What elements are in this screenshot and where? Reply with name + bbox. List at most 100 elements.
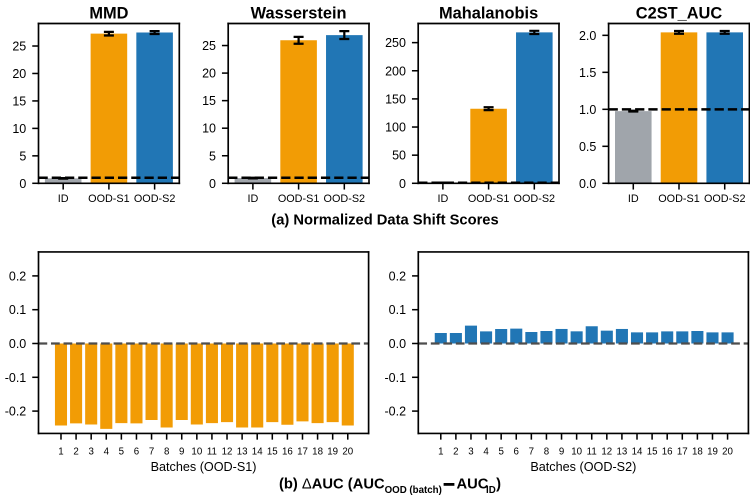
svg-text:0.0: 0.0 [9,337,26,351]
svg-text:9: 9 [179,447,184,458]
svg-text:0: 0 [209,177,216,191]
svg-text:0: 0 [19,177,26,191]
svg-text:Mahalanobis: Mahalanobis [439,5,538,23]
svg-text:0: 0 [399,177,406,191]
svg-text:3: 3 [468,447,473,458]
svg-text:50: 50 [392,149,406,163]
svg-text:25: 25 [202,39,216,53]
svg-text:20: 20 [342,447,353,458]
svg-text:ID: ID [486,485,496,495]
svg-text:17: 17 [297,447,308,458]
svg-text:11: 11 [587,447,597,458]
svg-text:(b): (b) [279,476,298,492]
svg-text:10: 10 [202,122,216,136]
svg-text:10: 10 [571,447,582,458]
svg-text:-0.2: -0.2 [385,405,407,419]
svg-text:20: 20 [12,67,26,81]
svg-text:ID: ID [58,193,69,205]
svg-text:1.0: 1.0 [579,103,596,117]
svg-text:-0.1: -0.1 [385,371,407,385]
svg-text:0.0: 0.0 [579,177,596,191]
svg-text:(a) Normalized Data Shift Scor: (a) Normalized Data Shift Scores [271,213,498,229]
svg-text:8: 8 [544,447,549,458]
svg-text:10: 10 [191,447,202,458]
svg-text:12: 12 [601,447,612,458]
svg-text:4: 4 [483,447,489,458]
svg-text:OOD-S2: OOD-S2 [324,193,366,205]
svg-text:12: 12 [222,447,233,458]
svg-text:13: 13 [617,447,628,458]
svg-text:OOD-S1: OOD-S1 [658,193,700,205]
svg-text:OOD-S2: OOD-S2 [514,193,556,205]
svg-text:1: 1 [438,447,443,458]
svg-text:Batches (OOD-S2): Batches (OOD-S2) [530,460,636,474]
svg-text:14: 14 [632,447,643,458]
svg-text:Δ: Δ [302,476,312,492]
svg-text:19: 19 [707,447,718,458]
svg-text:3: 3 [88,447,93,458]
svg-text:0.5: 0.5 [579,140,596,154]
svg-text:8: 8 [164,447,169,458]
svg-text:0.2: 0.2 [9,269,26,283]
svg-text:OOD-S1: OOD-S1 [278,193,320,205]
svg-text:4: 4 [104,447,110,458]
svg-text:15: 15 [12,94,26,108]
svg-text:9: 9 [559,447,564,458]
svg-text:OOD-S2: OOD-S2 [704,193,746,205]
svg-text:2: 2 [73,447,78,458]
svg-text:Wasserstein: Wasserstein [251,5,347,23]
svg-text:1: 1 [58,447,63,458]
svg-text:(AUC: (AUC [348,476,385,492]
svg-text:-0.1: -0.1 [5,371,27,385]
svg-text:ID: ID [437,193,448,205]
svg-text:18: 18 [312,447,323,458]
svg-text:5: 5 [209,149,216,163]
svg-text:2: 2 [453,447,458,458]
svg-text:ID: ID [247,193,258,205]
svg-text:100: 100 [385,121,406,135]
svg-text:16: 16 [282,447,293,458]
svg-text:5: 5 [498,447,503,458]
svg-text:C2ST_AUC: C2ST_AUC [636,5,723,23]
svg-text:0.0: 0.0 [389,337,406,351]
svg-text:1.5: 1.5 [579,66,596,80]
svg-text:MMD: MMD [89,5,128,23]
svg-text:16: 16 [662,447,673,458]
svg-text:OOD-S1: OOD-S1 [468,193,510,205]
svg-text:18: 18 [692,447,703,458]
svg-text:-0.2: -0.2 [5,405,27,419]
svg-text:6: 6 [514,447,519,458]
svg-text:20: 20 [722,447,733,458]
svg-text:15: 15 [647,447,658,458]
svg-text:AUC: AUC [457,476,489,492]
svg-text:Batches (OOD-S1): Batches (OOD-S1) [151,460,257,474]
svg-text:25: 25 [12,40,26,54]
svg-text:0.1: 0.1 [9,303,26,317]
svg-text:OOD-S2: OOD-S2 [134,193,176,205]
svg-text:AUC: AUC [312,476,344,492]
svg-text:0.1: 0.1 [389,303,406,317]
svg-text:OOD-S1: OOD-S1 [88,193,130,205]
svg-text:150: 150 [385,92,406,106]
svg-text:250: 250 [385,36,406,50]
svg-text:14: 14 [252,447,263,458]
svg-text:11: 11 [207,447,217,458]
svg-text:5: 5 [19,149,26,163]
svg-text:19: 19 [327,447,338,458]
svg-text:10: 10 [12,122,26,136]
svg-text:ID: ID [628,193,639,205]
svg-text:15: 15 [267,447,278,458]
svg-text:OOD (batch): OOD (batch) [385,485,442,495]
svg-text:17: 17 [677,447,688,458]
svg-text:200: 200 [385,64,406,78]
svg-text:15: 15 [202,94,216,108]
svg-text:6: 6 [134,447,139,458]
svg-text:13: 13 [237,447,248,458]
svg-text:0.2: 0.2 [389,269,406,283]
svg-text:20: 20 [202,67,216,81]
svg-text:5: 5 [119,447,124,458]
svg-text:): ) [496,476,501,492]
svg-text:2.0: 2.0 [579,29,596,43]
svg-text:7: 7 [149,447,154,458]
svg-text:7: 7 [529,447,534,458]
